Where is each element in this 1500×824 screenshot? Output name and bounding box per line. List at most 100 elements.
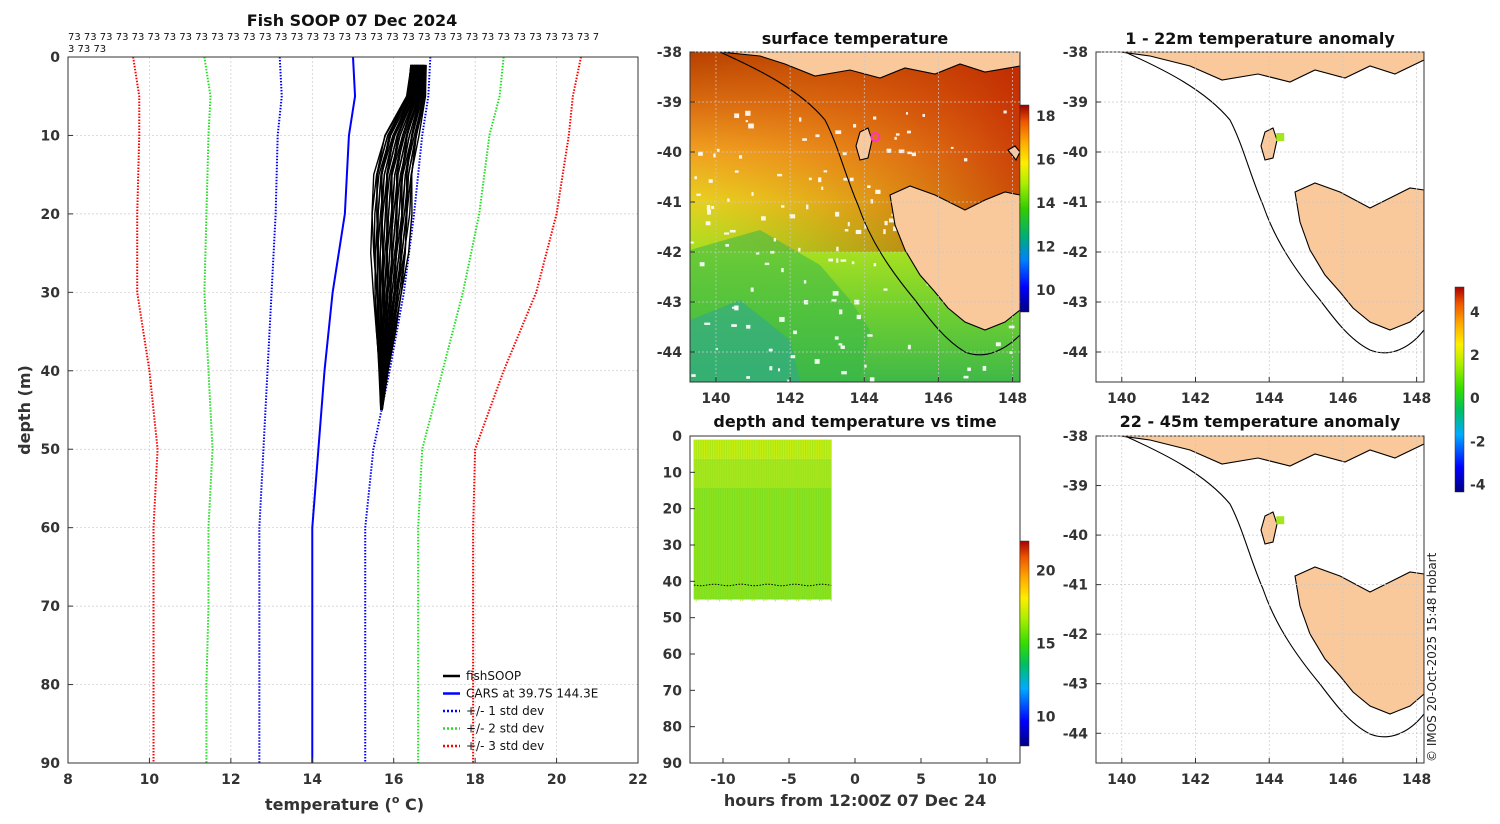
anomaly-22-45-xtick-label: 144 [1255,772,1284,788]
sst-cloud-gap [840,259,847,262]
sst-cloud-gap [836,246,839,252]
profile-ytick-label: 50 [41,442,61,458]
sst-cloud-gap [906,130,911,134]
sst-cloud-gap [725,244,730,247]
profile-station-labels-line1: 73 73 73 73 73 73 73 73 73 73 73 73 73 7… [68,32,599,43]
sst-cloud-gap [734,113,740,119]
sst-cloud-gap [699,262,705,267]
sst-cloud-gap [748,123,754,129]
sst-cloud-gap [713,153,716,158]
depth-time-ytick-label: 70 [663,683,683,699]
sst-cloud-gap [706,204,711,210]
sst-map-ytick-label: -39 [657,95,682,111]
sst-cloud-gap [831,299,837,302]
anomaly-22-45-xtick-label: 148 [1402,772,1431,788]
sst-cloud-gap [750,287,754,292]
profile-ytick-label: 0 [50,50,60,66]
sst-cloud-gap [907,344,911,350]
profile-ytick-label: 40 [41,364,61,380]
profile-ytick-label: 60 [41,521,61,537]
depth-time-ticks: -10 -5 0 5 10 0 10 20 30 40 50 60 70 80 90 [663,429,997,788]
sst-cloud-gap [893,226,897,232]
anomaly-1-22-ytick-label: -42 [1063,245,1088,261]
anomaly-1-22-ytick-label: -38 [1063,45,1088,61]
sst-cloud-gap [770,250,775,254]
sst-cloud-gap [870,199,874,204]
sst-cloud-gap [814,359,820,364]
sst-cloud-gap [950,146,954,149]
sst-cloud-gap [808,177,812,181]
anomaly-22-45-ytick-label: -38 [1063,429,1088,445]
sst-cloud-gap [793,330,797,335]
sst-cloud-gap [982,365,987,371]
sst-cloud-gap [798,247,801,252]
profile-ytick-label: 30 [41,285,61,301]
sst-cloud-gap [838,309,843,315]
depth-time-colorbar-label: 20 [1036,563,1056,579]
sst-cloud-gap [691,374,696,377]
sst-cloud-gap [872,116,877,120]
anomaly-22-45-marker [1276,516,1285,525]
depth-time-xtick-label: 5 [916,772,926,788]
sst-cloud-gap [1009,351,1013,354]
sst-cloud-gap [855,229,862,235]
sst-cloud-gap [886,148,892,153]
anomaly-1-22-xtick-label: 142 [1181,391,1210,407]
sst-cloud-gap [746,324,751,329]
depth-time-colorbar [1019,540,1030,747]
depth-time-title: depth and temperature vs time [713,412,996,431]
sst-cloud-gap [1008,325,1015,329]
anomaly-1-22-ytick-label: -40 [1063,145,1089,161]
legend-label: +/- 1 std dev [466,704,544,718]
sst-mainland [690,52,1020,79]
anomaly-1-22-panel: 1 - 22m temperature anomaly 140 142 144 146… [1063,29,1432,407]
anomaly-22-45-ytick-label: -43 [1063,677,1088,693]
profile-lines [132,56,582,763]
sst-cloud-gap [802,138,807,141]
sst-cloud-gap [888,218,895,223]
sst-cold-patch [690,300,800,382]
anomaly-colorbar-label: 2 [1470,348,1480,364]
depth-time-ytick-label: 60 [663,647,683,663]
sst-cloud-gap [715,347,718,351]
profile-ytick-label: 10 [41,128,61,144]
anomaly-22-45-shelf-contour [1124,436,1424,738]
sst-cloud-gap [746,376,751,379]
sst-cloud-gap [922,113,926,117]
sst-flinders-island [1007,145,1020,162]
depth-time-ytick-label: 40 [663,574,683,590]
depth-time-panel: depth and temperature vs time -10 -5 0 5 10 0… [663,412,1056,810]
anomaly-22-45-ytick-label: -40 [1063,528,1089,544]
sst-cloud-gap [884,220,888,226]
sst-map-ytick-label: -41 [657,195,682,211]
sst-map-ytick-label: -44 [657,345,683,361]
sst-cloud-gap [803,280,807,284]
sst-cloud-gap [696,193,701,196]
sst-cloud-gap [729,229,736,233]
sst-cloud-gap [891,213,894,217]
sst-cloud-gap [963,375,969,379]
anomaly-1-22-ticks: 140 142 144 146 148 -38 -39 -40 -41 -42 -43 -44 [1063,45,1432,407]
sst-cloud-gap [704,322,711,325]
profile-station-labels-line2: 3 73 73 [68,44,106,55]
depth-time-ytick-label: 0 [672,429,682,445]
depth-time-ytick-label: 90 [663,756,683,772]
sst-cloud-gap [734,170,739,173]
depth-time-points [693,439,832,602]
sst-cloud-gap [724,232,730,235]
sst-cloud-gap [690,241,694,244]
sst-cloud-gap [905,112,909,115]
sst-cloud-gap [853,124,857,128]
profile-series-line [417,56,505,763]
anomaly-22-45-tasmania [1294,566,1424,715]
anomaly-1-22-xtick-label: 148 [1402,391,1431,407]
sst-cloud-gap [799,117,802,122]
depth-time-colorbar-label: 15 [1036,637,1055,653]
sst-cloud-gap [773,238,777,242]
sst-map-panel: surface temperature 140 142 144 146 148 -38 -3… [657,29,1056,407]
sst-cloud-gap [864,364,867,368]
sst-cloud-gap [841,371,847,375]
sst-map-xtick-label: 146 [924,391,953,407]
anomaly-22-45-ytick-label: -39 [1063,479,1088,495]
sst-cloud-gap [883,288,888,291]
